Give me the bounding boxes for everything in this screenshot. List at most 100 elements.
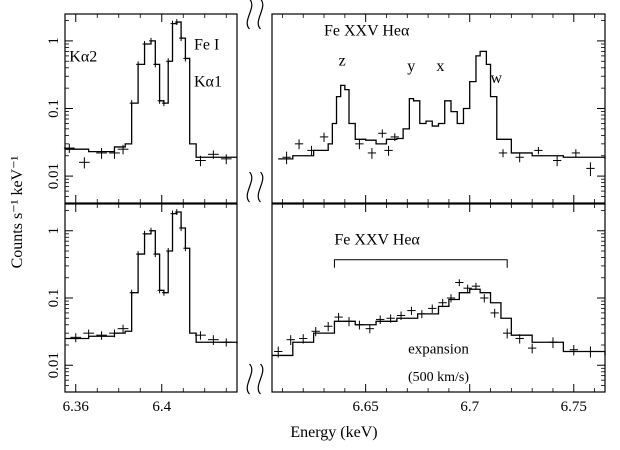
bottom-data-point-right [311, 327, 320, 337]
top-data-point-right [307, 145, 316, 156]
bottom-ytick-label: 0.1 [46, 289, 62, 308]
xtick-label: 6.4 [152, 399, 171, 415]
bottom-data-point-right [334, 312, 343, 322]
bottom-data-point-left [83, 329, 95, 338]
top-data-point-right [282, 151, 291, 165]
break-top-left [246, 0, 253, 30]
bottom-data-point-right [365, 324, 374, 334]
annotation-line-y: y [407, 58, 415, 75]
bottom-panel: 0.01 0.1 1 6.36 6.4 6.65 6.7 6.75 [46, 203, 606, 415]
bottom-data-point-right [503, 328, 512, 339]
bottom-model-line-right [272, 288, 606, 357]
top-data-point-right [319, 132, 329, 142]
top-data-point-left [207, 150, 219, 159]
annotation-line-x: x [436, 58, 444, 75]
bottom-data-point-right [438, 298, 447, 308]
bottom-data-point-left [117, 324, 129, 334]
bottom-data-point-right [286, 335, 295, 345]
top-data-point-right [534, 146, 543, 155]
break-top-right [257, 0, 264, 30]
break-middle-right [257, 171, 264, 203]
bottom-data-point-right [407, 306, 416, 315]
annotation-ka2: Kα2 [69, 48, 97, 65]
bottom-data-point-left [96, 331, 107, 340]
bottom-data-point-right [455, 279, 464, 287]
break-bottom-right [257, 363, 264, 395]
top-ytick-label: 0.01 [46, 163, 62, 189]
bottom-data-point-right [376, 315, 385, 325]
top-data-point-right [515, 152, 524, 163]
y-axis-label: Counts s⁻¹ keV⁻¹ [9, 155, 26, 268]
top-data-point-left [117, 144, 129, 155]
bottom-right-frame [271, 203, 606, 393]
bottom-data-point-right [324, 321, 333, 332]
bottom-data-point-right [586, 346, 595, 358]
top-data-point-left [109, 148, 120, 159]
axis-break-marks [245, 0, 268, 395]
bottom-data-point-right [548, 337, 558, 349]
top-data-point-right [355, 139, 364, 150]
annotation-expansion: expansion [408, 341, 469, 357]
bottom-data-point-right [417, 310, 427, 319]
top-annotations: Kα2 Fe I Kα1 Fe XXV Heα z y x w [69, 23, 502, 91]
top-data-point-left [220, 154, 232, 165]
bottom-data-point-right [515, 334, 524, 344]
bottom-data-point-right [274, 346, 283, 358]
top-data-point-right [390, 133, 399, 142]
top-right-frame [271, 13, 606, 204]
bottom-ytick-label: 1 [46, 227, 62, 235]
top-panel: 0.01 0.1 1 [46, 13, 606, 204]
annotation-fe-i: Fe I [194, 36, 219, 53]
bottom-data-point-left [70, 333, 82, 343]
bottom-data-point-right [471, 282, 481, 290]
bottom-annotations: Fe XXV Heα expansion (500 km/s) [334, 232, 469, 385]
top-data-point-right [498, 149, 508, 158]
bottom-data-point-left [220, 338, 232, 347]
break-middle-left [246, 171, 253, 203]
bottom-data-point-right [490, 308, 499, 318]
bottom-data-point-right [569, 345, 578, 356]
break-middle-mask [245, 171, 268, 203]
bottom-data-point-right [344, 317, 354, 327]
top-data-point-right [571, 149, 581, 158]
bottom-data-point-right [355, 320, 364, 330]
annotation-expansion-velocity: (500 km/s) [408, 370, 469, 385]
xtick-label: 6.36 [63, 399, 90, 415]
top-data-point-left [195, 155, 206, 167]
top-data-point-right [378, 129, 387, 138]
top-data-point-right [367, 148, 377, 159]
x-axis-label: Energy (keV) [290, 424, 377, 441]
bottom-data-point-right [463, 284, 472, 293]
xtick-label: 6.75 [561, 399, 587, 415]
bottom-data-point-right [396, 311, 406, 321]
break-bottom-mask [245, 363, 268, 395]
bottom-data-point-right [428, 304, 437, 313]
top-data-point-right [384, 145, 393, 156]
top-model-line-right [278, 50, 606, 160]
bottom-data-point-right [299, 334, 308, 344]
top-model-line-left [65, 21, 237, 158]
annotation-fe-xxv-hea-top: Fe XXV Heα [324, 23, 410, 40]
bottom-data-point-left [109, 329, 120, 338]
xtick-label: 6.65 [353, 399, 379, 415]
bottom-data-point-left [195, 331, 206, 340]
top-data-point-right [586, 162, 595, 177]
fe-xxv-bracket [333, 259, 508, 268]
annotation-line-w: w [491, 70, 503, 87]
top-data-point-right [294, 139, 304, 150]
annotation-line-z: z [339, 53, 346, 70]
xtick-label: 6.7 [460, 399, 479, 415]
top-data-point-left [63, 143, 75, 153]
bottom-data-point-left [207, 335, 219, 345]
bottom-data-point-right [446, 294, 456, 303]
top-ytick-label: 0.1 [46, 99, 62, 118]
top-data-point-right [552, 155, 562, 167]
top-ytick-label: 1 [46, 37, 62, 45]
top-data-point-left [78, 157, 90, 169]
annotation-ka1: Kα1 [194, 74, 222, 91]
bottom-ytick-label: 0.01 [46, 352, 62, 378]
annotation-fe-xxv-hea-bottom: Fe XXV Heα [334, 232, 420, 249]
break-bottom-left [246, 363, 253, 395]
top-data-point-left [96, 148, 107, 159]
